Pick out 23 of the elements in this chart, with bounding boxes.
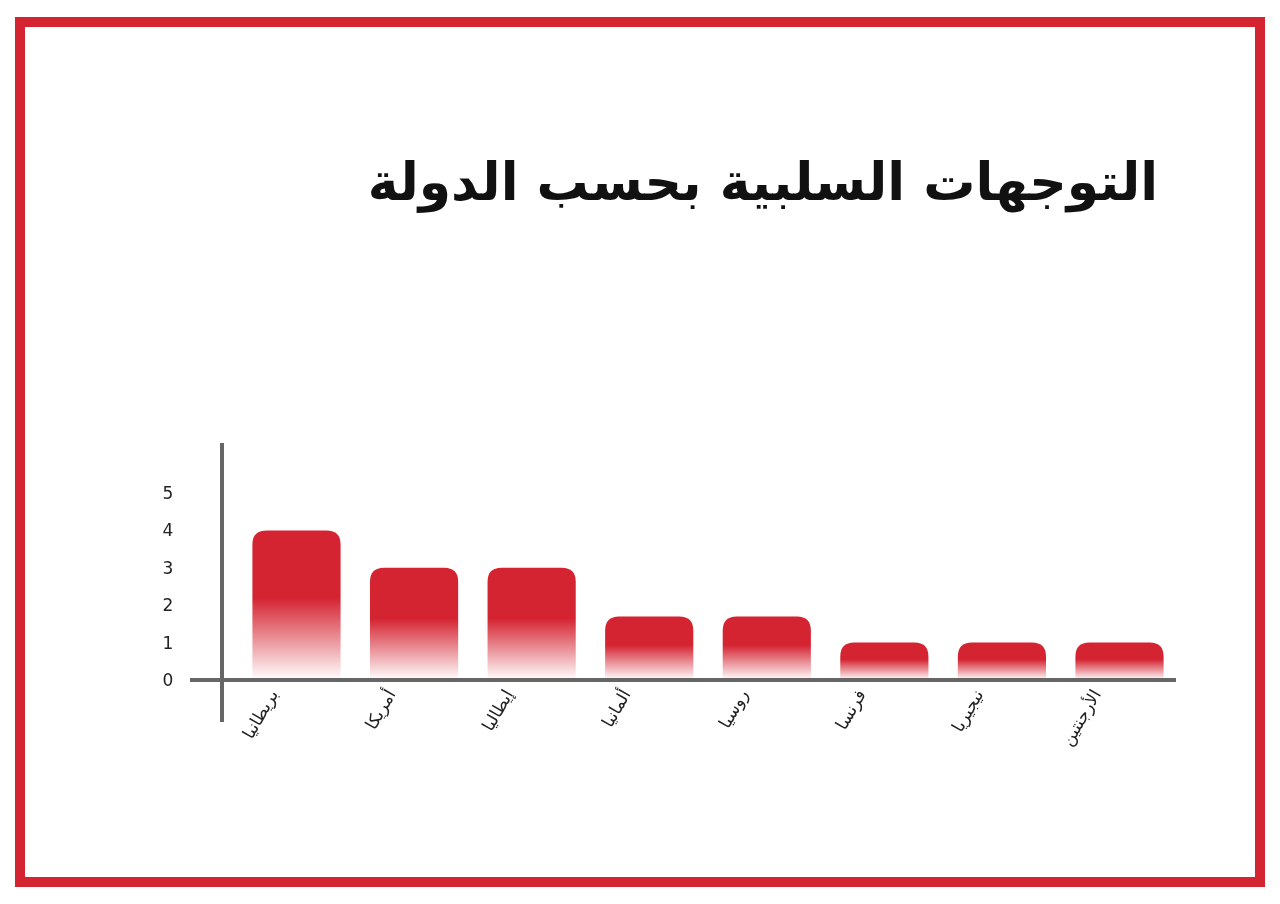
x-tick-label: فرنسا	[831, 686, 870, 733]
y-tick-label: 3	[162, 557, 174, 578]
bar	[840, 642, 929, 680]
y-tick-label: 5	[162, 483, 174, 503]
x-tick-label: الأرجنتين	[1056, 686, 1105, 750]
chart-title: التوجهات السلبية بحسب الدولة	[367, 152, 1158, 213]
y-tick-label: 4	[162, 520, 174, 541]
x-tick-label: ألمانيا	[596, 685, 635, 731]
y-tick-label: 0	[162, 670, 174, 690]
y-tick-label: 1	[162, 632, 174, 653]
bar	[957, 642, 1047, 680]
bar	[1075, 642, 1164, 680]
x-tick-label: بريطانيا	[238, 686, 282, 742]
bar	[605, 616, 694, 680]
x-tick-label: روسيا	[714, 686, 753, 732]
bar	[252, 530, 341, 680]
bar	[487, 567, 576, 680]
y-tick-label: 2	[162, 595, 174, 616]
x-tick-label: نيجيريا	[947, 686, 988, 736]
bar	[369, 567, 459, 680]
x-tick-label: أمريكا	[360, 685, 400, 733]
bar	[722, 616, 811, 680]
x-tick-label: إيطاليا	[477, 686, 518, 735]
